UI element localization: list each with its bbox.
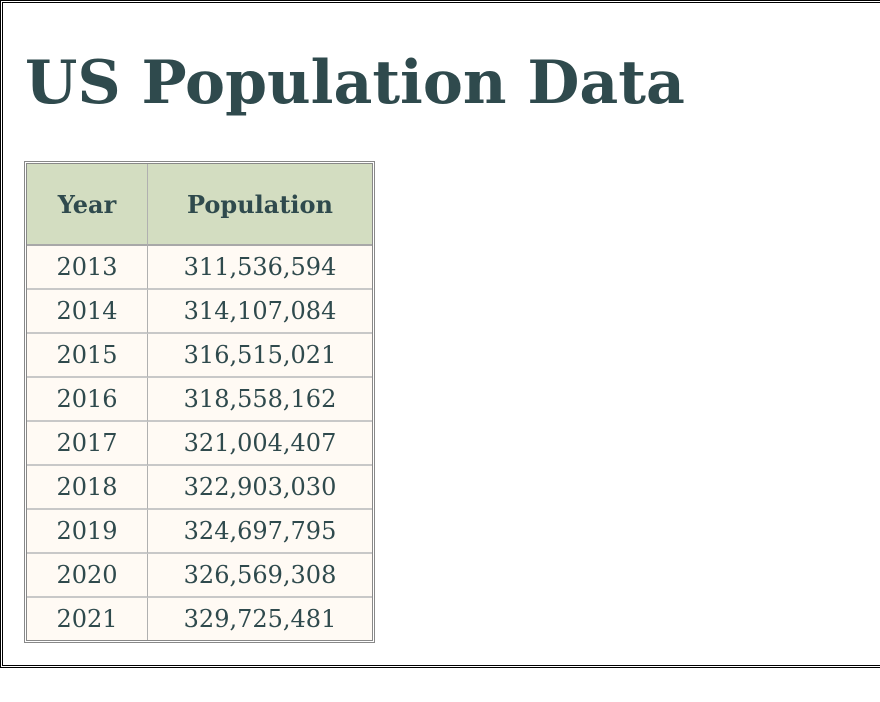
table-header-row: Year Population [27, 164, 372, 246]
cell-year: 2014 [27, 290, 148, 334]
cell-year: 2013 [27, 246, 148, 290]
cell-year: 2015 [27, 334, 148, 378]
table-row: 2016 318,558,162 [27, 378, 372, 422]
page-frame: US Population Data Year Population 2013 … [0, 0, 880, 668]
population-table-container: Year Population 2013 311,536,594 2014 31… [24, 161, 375, 643]
header-year: Year [27, 164, 148, 246]
cell-year: 2021 [27, 598, 148, 640]
table-row: 2019 324,697,795 [27, 510, 372, 554]
cell-population: 316,515,021 [148, 334, 372, 378]
population-table: Year Population 2013 311,536,594 2014 31… [24, 161, 375, 643]
table-row: 2021 329,725,481 [27, 598, 372, 640]
cell-population: 311,536,594 [148, 246, 372, 290]
table-row: 2014 314,107,084 [27, 290, 372, 334]
cell-population: 314,107,084 [148, 290, 372, 334]
cell-year: 2020 [27, 554, 148, 598]
cell-population: 324,697,795 [148, 510, 372, 554]
table-row: 2013 311,536,594 [27, 246, 372, 290]
table-row: 2020 326,569,308 [27, 554, 372, 598]
table-row: 2015 316,515,021 [27, 334, 372, 378]
table-row: 2018 322,903,030 [27, 466, 372, 510]
cell-year: 2018 [27, 466, 148, 510]
cell-population: 321,004,407 [148, 422, 372, 466]
table-row: 2017 321,004,407 [27, 422, 372, 466]
cell-year: 2016 [27, 378, 148, 422]
header-population: Population [148, 164, 372, 246]
cell-population: 329,725,481 [148, 598, 372, 640]
cell-population: 322,903,030 [148, 466, 372, 510]
cell-population: 318,558,162 [148, 378, 372, 422]
cell-year: 2019 [27, 510, 148, 554]
cell-year: 2017 [27, 422, 148, 466]
page-title: US Population Data [25, 48, 685, 118]
cell-population: 326,569,308 [148, 554, 372, 598]
